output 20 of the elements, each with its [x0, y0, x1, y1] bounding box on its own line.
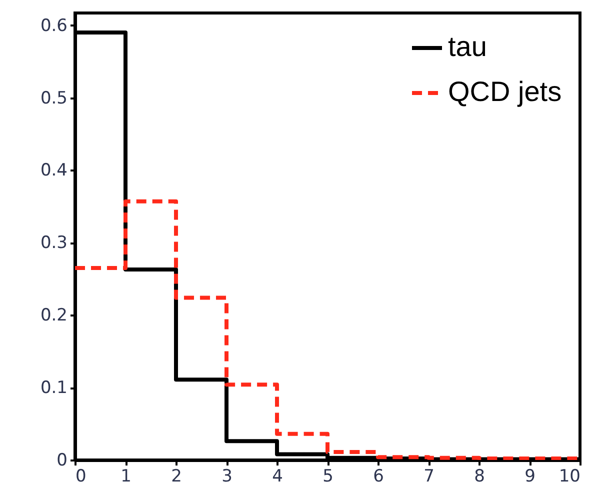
- x-tick-label: 5: [322, 466, 334, 486]
- x-tick-label: 1: [120, 466, 132, 486]
- x-tick-label: 2: [171, 466, 182, 486]
- y-tick-label: 0.1: [40, 378, 68, 398]
- x-tick-label: 3: [222, 466, 232, 486]
- y-tick-label: 0.2: [40, 306, 68, 326]
- y-tick-label: 0.4: [40, 160, 68, 181]
- legend-label: QCD jets: [448, 76, 562, 107]
- x-tick-label: 8: [474, 466, 485, 486]
- y-tick-label: 0.5: [40, 88, 68, 108]
- y-tick-label: 0: [56, 450, 68, 470]
- legend-label: tau: [448, 31, 487, 62]
- x-tick-label: 9: [524, 466, 536, 486]
- x-tick-label: 7: [424, 466, 434, 486]
- y-tick-label: 0.3: [40, 233, 68, 254]
- x-tick-label: 6: [373, 466, 384, 486]
- y-tick-label: 0.6: [40, 16, 68, 36]
- x-tick-label: 4: [272, 466, 283, 486]
- x-tick-label: 10: [558, 466, 580, 486]
- x-tick-label: 0: [76, 466, 86, 486]
